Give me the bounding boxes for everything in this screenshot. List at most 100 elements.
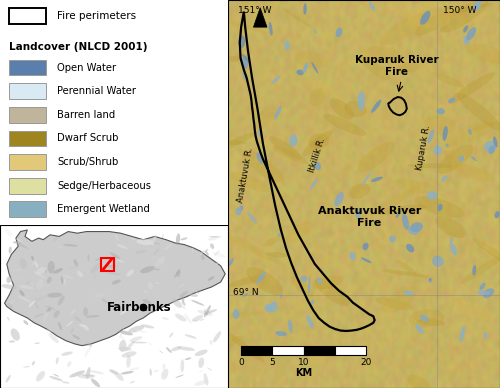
Ellipse shape [270,301,278,312]
Ellipse shape [194,380,208,386]
Ellipse shape [161,369,168,380]
Ellipse shape [268,136,302,160]
Ellipse shape [9,340,15,343]
Ellipse shape [180,284,184,288]
Ellipse shape [247,212,257,223]
Ellipse shape [176,270,180,277]
Ellipse shape [472,265,476,275]
Ellipse shape [221,55,250,62]
Ellipse shape [420,11,430,25]
FancyBboxPatch shape [9,60,46,75]
Ellipse shape [6,375,10,383]
Ellipse shape [129,367,140,371]
Ellipse shape [446,11,460,21]
Ellipse shape [438,144,474,174]
Text: Dwarf Scrub: Dwarf Scrub [57,133,118,144]
Ellipse shape [176,233,180,245]
Ellipse shape [66,321,73,327]
Ellipse shape [494,211,500,218]
Text: 0: 0 [238,358,244,367]
Ellipse shape [24,320,28,325]
FancyBboxPatch shape [9,178,46,194]
FancyBboxPatch shape [9,154,46,170]
Ellipse shape [256,152,264,164]
Ellipse shape [78,374,95,379]
Ellipse shape [475,238,500,267]
Ellipse shape [48,261,55,274]
Ellipse shape [416,319,445,326]
Ellipse shape [27,262,30,265]
Ellipse shape [34,342,40,344]
Ellipse shape [438,204,442,211]
Ellipse shape [262,237,280,246]
Ellipse shape [122,351,136,358]
Ellipse shape [286,221,311,244]
Ellipse shape [387,0,413,17]
Ellipse shape [463,25,468,33]
Ellipse shape [142,299,152,304]
Ellipse shape [208,236,222,237]
FancyBboxPatch shape [335,346,366,355]
Ellipse shape [47,277,52,284]
Ellipse shape [82,375,96,377]
Text: 69° N: 69° N [233,288,258,298]
Polygon shape [254,8,267,27]
Ellipse shape [14,241,28,249]
FancyBboxPatch shape [9,130,46,146]
Ellipse shape [406,0,439,28]
Ellipse shape [444,121,494,147]
Ellipse shape [123,328,124,332]
Ellipse shape [280,293,282,299]
Ellipse shape [120,333,123,337]
Ellipse shape [410,222,423,232]
Ellipse shape [371,177,383,182]
FancyBboxPatch shape [241,346,272,355]
Ellipse shape [362,243,368,250]
Ellipse shape [34,314,44,317]
Ellipse shape [34,271,46,279]
Ellipse shape [242,150,284,183]
FancyBboxPatch shape [9,83,46,99]
Ellipse shape [375,297,413,310]
Text: Sedge/Herbaceous: Sedge/Herbaceous [57,181,151,191]
Ellipse shape [6,229,12,237]
Ellipse shape [428,278,432,283]
Ellipse shape [184,314,192,324]
Ellipse shape [232,309,239,319]
Ellipse shape [171,346,181,351]
Ellipse shape [164,244,173,250]
Ellipse shape [90,370,104,374]
Ellipse shape [74,317,82,322]
Ellipse shape [460,326,465,342]
Ellipse shape [213,331,221,343]
Ellipse shape [176,375,184,378]
Text: 151° W: 151° W [238,6,272,15]
Ellipse shape [420,94,466,123]
Ellipse shape [478,290,490,295]
Ellipse shape [88,254,90,262]
Ellipse shape [195,350,207,356]
Ellipse shape [140,266,154,273]
Ellipse shape [36,371,45,381]
Ellipse shape [195,251,204,258]
Ellipse shape [274,106,282,120]
Ellipse shape [192,315,203,322]
Ellipse shape [178,346,195,351]
Ellipse shape [436,216,466,238]
Ellipse shape [208,236,218,241]
Ellipse shape [488,146,495,154]
Ellipse shape [162,364,166,369]
Ellipse shape [154,370,158,372]
Ellipse shape [90,262,102,273]
Ellipse shape [153,248,160,255]
Ellipse shape [181,296,184,302]
Ellipse shape [223,19,270,34]
Ellipse shape [303,63,308,73]
Ellipse shape [402,213,409,230]
Ellipse shape [224,331,264,362]
Ellipse shape [150,256,157,260]
Ellipse shape [358,92,365,111]
Ellipse shape [79,324,85,327]
Ellipse shape [214,140,246,145]
FancyBboxPatch shape [304,346,335,355]
